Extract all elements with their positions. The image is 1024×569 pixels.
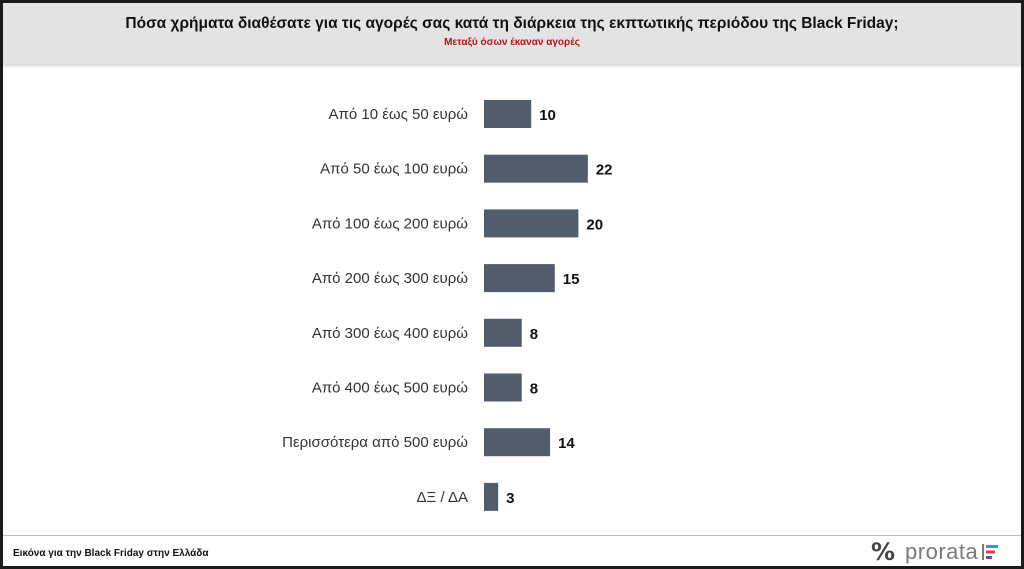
- category-label: Από 300 έως 400 ευρώ: [312, 325, 468, 342]
- bar: [484, 154, 588, 183]
- bar: [484, 100, 532, 128]
- data-label: 3: [506, 490, 514, 507]
- bars-logo-icon: [982, 544, 999, 560]
- percent-logo-icon: %: [871, 538, 896, 566]
- bar: [484, 209, 579, 238]
- data-label: 14: [558, 435, 575, 452]
- data-label: 8: [530, 326, 538, 343]
- footer-divider: [3, 535, 1021, 536]
- bar-chart: Από 10 έως 50 ευρώ 10 Από 50 έως 100 ευρώ 2…: [282, 100, 613, 511]
- data-label: 15: [563, 271, 580, 288]
- prorata-logo: % prorata: [871, 538, 1000, 566]
- category-label: Από 100 έως 200 ευρώ: [312, 215, 468, 232]
- category-label: Από 200 έως 300 ευρώ: [312, 270, 468, 287]
- header-band: Πόσα χρήματα διαθέσατε για τις αγορές σα…: [3, 3, 1021, 64]
- category-label: Περισσότερα από 500 ευρώ: [282, 434, 468, 451]
- bar: [484, 482, 499, 511]
- bar: [484, 373, 522, 402]
- category-label: Από 50 έως 100 ευρώ: [320, 161, 468, 178]
- bar: [484, 264, 555, 293]
- bar: [484, 428, 551, 457]
- bar: [484, 318, 522, 347]
- data-label: 8: [530, 381, 538, 398]
- data-label: 20: [586, 216, 603, 233]
- category-label: ΔΞ / ΔΑ: [417, 489, 468, 506]
- data-label: 22: [596, 162, 613, 179]
- data-label: 10: [539, 107, 556, 124]
- logo-wordmark: prorata: [905, 539, 979, 564]
- category-label: Από 10 έως 50 ευρώ: [329, 106, 469, 123]
- footer-caption: Εικόνα για την Black Friday στην Ελλάδα: [13, 548, 209, 559]
- chart-title: Πόσα χρήματα διαθέσατε για τις αγορές σα…: [125, 15, 899, 32]
- chart-subtitle: Μεταξύ όσων έκαναν αγορές: [444, 37, 580, 48]
- category-label: Από 400 έως 500 ευρώ: [312, 380, 468, 397]
